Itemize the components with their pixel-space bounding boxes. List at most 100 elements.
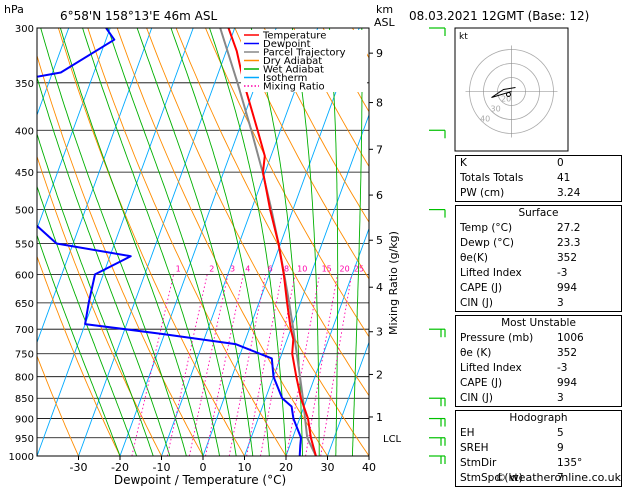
- km-tick-label: 8: [376, 97, 383, 110]
- mu-row: Pressure (mb) 1006: [456, 331, 621, 346]
- dry-adiabat-line: [205, 28, 369, 338]
- dry-adiabat-line: [37, 354, 79, 456]
- mixing-ratio-label: 8: [284, 264, 289, 273]
- wet-adiabat-line: [59, 28, 204, 456]
- sreh-label: SREH: [460, 442, 489, 454]
- mixing-ratio-line: [246, 274, 283, 456]
- km-tick-label: 2: [376, 368, 383, 381]
- pressure-tick-label: 850: [15, 394, 34, 405]
- surface-row: CAPE (J) 994: [456, 281, 621, 296]
- temperature-tick-label: 30: [321, 461, 335, 474]
- mu-row: CIN (J) 3: [456, 391, 621, 406]
- temperature-tick-label: 40: [362, 461, 376, 474]
- isotherm-line: [285, 227, 369, 456]
- dry-adiabat-line: [293, 28, 369, 168]
- mu-thetae-value: 352: [557, 347, 578, 359]
- mu-row: Lifted Index -3: [456, 361, 621, 376]
- wet-adiabat-line: [37, 75, 171, 456]
- wet-adiabat-line: [107, 28, 237, 456]
- mixing-ratio-line: [205, 274, 244, 456]
- wet-adiabat-line: [209, 28, 287, 456]
- mixing-ratio-label: 3: [230, 264, 235, 273]
- mixing-ratio-label: 15: [322, 264, 332, 273]
- temperature-tick-label: -30: [70, 461, 88, 474]
- temperature-tick-label: -20: [111, 461, 129, 474]
- mixing-ratio-line: [166, 274, 208, 456]
- pressure-tick-label: 500: [15, 206, 34, 217]
- km-unit-label: km: [376, 3, 393, 16]
- surface-title: Surface: [518, 207, 559, 219]
- dry-adiabat-line: [37, 54, 204, 456]
- surface-li-label: Lifted Index: [460, 267, 522, 279]
- surface-row: Dewp (°C) 23.3: [456, 236, 621, 251]
- hpa-unit-label: hPa: [4, 3, 24, 16]
- km-tick-label: 4: [376, 281, 383, 294]
- totals-label: Totals Totals: [460, 172, 524, 184]
- mixing-ratio-line: [320, 274, 353, 456]
- mixing-ratio-label: 25: [354, 264, 364, 273]
- totals-value: 41: [557, 172, 571, 184]
- mixing-ratio-line: [188, 274, 229, 456]
- mixing-ratio-line: [131, 274, 175, 456]
- surface-thetae-value: 352: [557, 252, 578, 264]
- isotherm-line: [244, 113, 369, 456]
- pressure-tick-label: 550: [15, 239, 34, 250]
- storm-motion-marker: [506, 92, 511, 97]
- mixing-ratio-label: 4: [245, 264, 250, 273]
- hodograph-ring-label: 40: [480, 115, 490, 124]
- isotherm-line: [37, 28, 194, 456]
- wind-barbs: [429, 27, 446, 464]
- location-title: 6°58'N 158°13'E 46m ASL: [60, 9, 217, 23]
- pressure-tick-label: 300: [15, 24, 34, 35]
- stmspd-value: 7: [557, 472, 564, 484]
- pressure-tick-label: 1000: [9, 452, 34, 463]
- pressure-tick-label: 400: [15, 126, 34, 137]
- hodograph-title: Hodograph: [509, 412, 568, 424]
- mixing-ratio-label: 10: [297, 264, 307, 273]
- wet-adiabat-line: [37, 233, 121, 456]
- surface-cin-value: 3: [557, 297, 564, 309]
- isotherm-line: [37, 28, 111, 230]
- legend-label: Temperature: [262, 31, 326, 42]
- legend-label: Mixing Ratio: [263, 82, 325, 93]
- asl-unit-label: ASL: [374, 16, 396, 29]
- surface-dewp-value: 23.3: [557, 237, 581, 249]
- wet-adiabat-line: [329, 28, 339, 456]
- temperature-tick-label: 10: [238, 461, 252, 474]
- plot-frame: [36, 27, 370, 457]
- surface-temp-value: 27.2: [557, 222, 581, 234]
- stmdir-label: StmDir: [460, 457, 497, 469]
- km-tick-label: 9: [376, 47, 383, 60]
- legend-label: Parcel Trajectory: [263, 48, 346, 59]
- dry-adiabat-line: [116, 28, 328, 456]
- isotherm-line: [37, 28, 70, 117]
- surface-row: θe(K) 352: [456, 251, 621, 266]
- lcl-label: LCL: [383, 434, 402, 445]
- pressure-tick-label: 650: [15, 299, 34, 310]
- mixing-ratio-axis-title: Mixing Ratio (g/kg): [387, 231, 400, 335]
- totals-row: Totals Totals 41: [456, 171, 621, 186]
- mixing-ratio-label: 6: [268, 264, 273, 273]
- k-index-value: 0: [557, 157, 564, 169]
- mixing-ratio-line: [286, 274, 321, 456]
- km-tick-label: 7: [376, 143, 383, 156]
- wet-adiabat-line: [37, 184, 138, 456]
- surface-block: Surface Temp (°C) 27.2 Dewp (°C) 23.3 θe(K…: [455, 205, 622, 312]
- wet-adiabat-line: [37, 132, 154, 456]
- mu-pressure-label: Pressure (mb): [460, 332, 534, 344]
- pw-label: PW (cm): [460, 187, 505, 199]
- wet-adiabat-line: [82, 28, 221, 456]
- pw-value: 3.24: [557, 187, 581, 199]
- surface-row: Temp (°C) 27.2: [456, 221, 621, 236]
- pressure-tick-label: 750: [15, 350, 34, 361]
- isotherm-line: [327, 340, 369, 456]
- hodograph-ring-label: 30: [491, 105, 501, 114]
- isotherm-line: [119, 28, 277, 456]
- surface-cin-label: CIN (J): [460, 297, 493, 309]
- mu-pressure-value: 1006: [557, 332, 584, 344]
- legend-label: Dry Adiabat: [263, 56, 322, 67]
